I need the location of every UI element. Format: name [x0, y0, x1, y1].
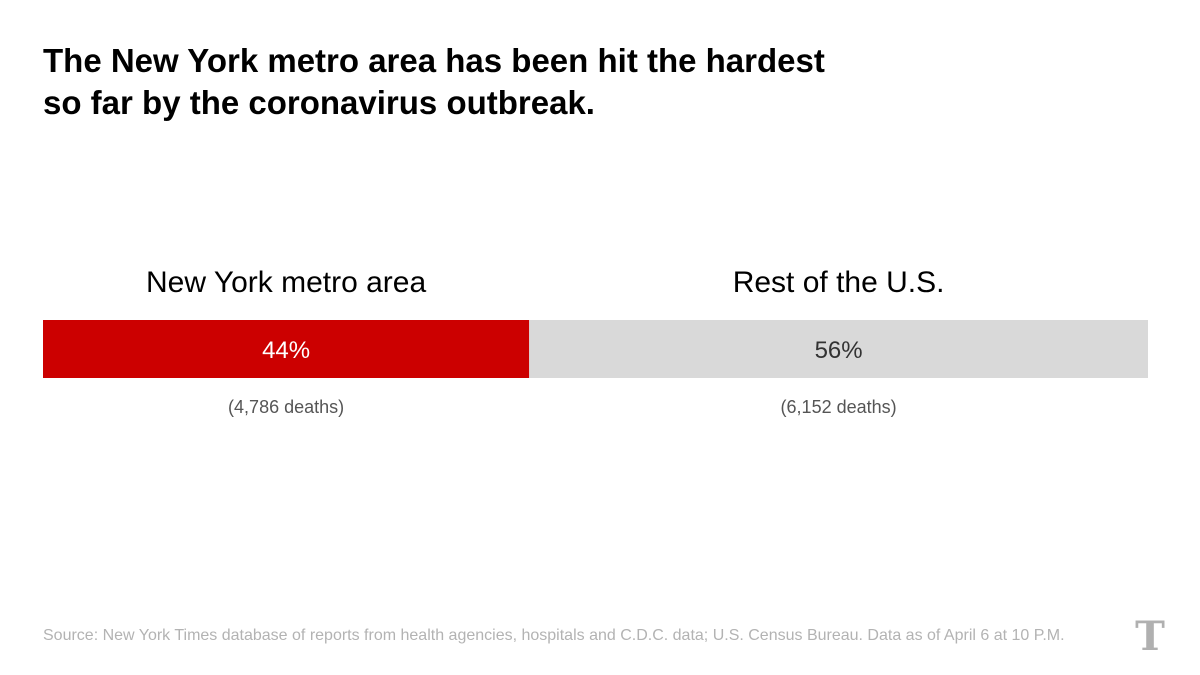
bar-segment-rest-of-the-u-s [529, 320, 1148, 378]
category-label-new-york-metro-area: New York metro area [146, 266, 426, 299]
deaths-label-rest-of-the-u-s: (6,152 deaths) [781, 397, 897, 417]
chart-title-line-2: so far by the coronavirus outbreak. [43, 84, 595, 121]
source-note: Source: New York Times database of repor… [43, 627, 1065, 644]
value-label-new-york-metro-area: 44% [262, 337, 310, 364]
bar-segment-new-york-metro-area [43, 320, 530, 378]
category-label-rest-of-the-u-s: Rest of the U.S. [733, 266, 945, 299]
deaths-label-new-york-metro-area: (4,786 deaths) [228, 397, 344, 417]
chart-title: The New York metro area has been hit the… [43, 40, 1043, 124]
chart-title-line-1: The New York metro area has been hit the… [43, 42, 825, 79]
nyt-t-logo-icon: T [1135, 613, 1165, 660]
value-label-rest-of-the-u-s: 56% [815, 337, 863, 364]
